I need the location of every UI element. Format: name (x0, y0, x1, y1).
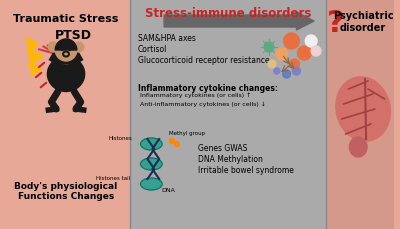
FancyArrowPatch shape (167, 16, 300, 26)
Ellipse shape (140, 158, 162, 170)
Circle shape (170, 139, 174, 144)
Text: Methyl group: Methyl group (169, 131, 205, 136)
Circle shape (48, 42, 58, 52)
Circle shape (55, 39, 77, 61)
Text: Inflammatory cytokine changes:: Inflammatory cytokine changes: (138, 84, 278, 93)
Text: Psychiatric
disorder: Psychiatric disorder (333, 11, 394, 33)
FancyBboxPatch shape (2, 0, 130, 229)
Ellipse shape (336, 77, 390, 141)
Text: Histones tail: Histones tail (96, 177, 130, 182)
Circle shape (274, 68, 280, 74)
Text: Stress-immune disorders: Stress-immune disorders (145, 7, 311, 20)
Text: SAM&HPA axes: SAM&HPA axes (138, 34, 196, 43)
Circle shape (276, 48, 288, 60)
Text: Cortisol: Cortisol (138, 45, 167, 54)
Text: PTSD: PTSD (54, 29, 92, 42)
Text: Glucocorticoid receptor resistance: Glucocorticoid receptor resistance (138, 56, 269, 65)
Circle shape (283, 70, 290, 78)
Circle shape (290, 59, 299, 69)
Text: Body's physiological
Functions Changes: Body's physiological Functions Changes (14, 182, 118, 201)
Circle shape (268, 60, 276, 68)
Text: Irritable bowel syndrome: Irritable bowel syndrome (198, 166, 294, 175)
FancyBboxPatch shape (326, 0, 394, 229)
Text: Inflammatory cytokines (or cells) ↑: Inflammatory cytokines (or cells) ↑ (140, 93, 251, 98)
Circle shape (284, 33, 299, 49)
Ellipse shape (140, 178, 162, 190)
Circle shape (54, 40, 78, 64)
Circle shape (298, 46, 311, 60)
Text: DNA Methylation: DNA Methylation (198, 155, 263, 164)
Circle shape (264, 42, 274, 52)
Circle shape (174, 142, 179, 147)
Wedge shape (55, 39, 77, 50)
FancyBboxPatch shape (130, 0, 326, 229)
Circle shape (305, 35, 317, 47)
Ellipse shape (140, 138, 162, 150)
Text: DNA: DNA (161, 188, 175, 194)
Text: ?: ? (327, 9, 344, 38)
Text: Traumatic Stress: Traumatic Stress (13, 14, 119, 24)
Ellipse shape (48, 57, 85, 92)
Polygon shape (27, 39, 42, 74)
Ellipse shape (349, 137, 367, 157)
Text: Genes GWAS: Genes GWAS (198, 144, 248, 153)
Circle shape (74, 42, 84, 52)
Circle shape (311, 46, 321, 56)
Text: Histones: Histones (109, 136, 133, 142)
Ellipse shape (60, 54, 72, 64)
Circle shape (292, 67, 300, 75)
Text: Anti-inflammatory cytokines (or cells) ↓: Anti-inflammatory cytokines (or cells) ↓ (140, 102, 266, 107)
FancyArrow shape (164, 12, 314, 30)
